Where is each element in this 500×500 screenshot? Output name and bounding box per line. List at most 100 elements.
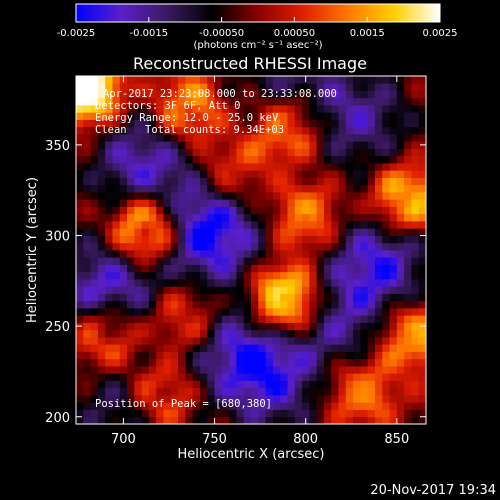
heatmap-cell bbox=[185, 358, 194, 367]
heatmap-cell bbox=[294, 206, 303, 215]
heatmap-cell bbox=[396, 358, 405, 367]
heatmap-cell bbox=[112, 271, 121, 280]
heatmap-cell bbox=[396, 141, 405, 149]
heatmap-cell bbox=[265, 97, 274, 106]
heatmap-cell bbox=[338, 264, 347, 273]
heatmap-cell bbox=[411, 300, 420, 309]
heatmap-cell bbox=[309, 134, 318, 142]
heatmap-cell bbox=[214, 279, 223, 287]
heatmap-cell bbox=[404, 163, 412, 171]
heatmap-cell bbox=[258, 97, 266, 106]
heatmap-cell bbox=[251, 293, 259, 302]
heatmap-cell bbox=[221, 380, 230, 389]
heatmap-cell bbox=[112, 97, 121, 106]
heatmap-cell bbox=[221, 221, 230, 229]
heatmap-cell bbox=[112, 235, 121, 244]
heatmap-cell bbox=[229, 184, 237, 193]
heatmap-cell bbox=[229, 250, 237, 258]
heatmap-cell bbox=[141, 308, 150, 316]
heatmap-cell bbox=[411, 155, 420, 164]
heatmap-cell bbox=[243, 119, 252, 128]
heatmap-cell bbox=[214, 213, 223, 222]
heatmap-cell bbox=[112, 315, 121, 323]
heatmap-cell bbox=[192, 134, 201, 142]
heatmap-cell bbox=[294, 177, 303, 186]
heatmap-cell bbox=[374, 344, 383, 352]
heatmap-cell bbox=[105, 213, 113, 222]
heatmap-cell bbox=[112, 250, 121, 258]
heatmap-cell bbox=[119, 112, 128, 120]
heatmap-cell bbox=[207, 250, 215, 258]
heatmap-cell bbox=[265, 250, 274, 258]
heatmap-cell bbox=[302, 242, 310, 251]
heatmap-cell bbox=[316, 192, 325, 200]
heatmap-cell bbox=[170, 416, 179, 424]
heatmap-cell bbox=[127, 315, 135, 323]
heatmap-cell bbox=[192, 221, 201, 229]
heatmap-cell bbox=[185, 271, 194, 280]
heatmap-cell bbox=[207, 76, 215, 84]
heatmap-cell bbox=[97, 228, 106, 236]
y-tick-label: 350 bbox=[45, 139, 70, 154]
heatmap-cell bbox=[221, 155, 230, 164]
heatmap-cell bbox=[331, 235, 339, 244]
heatmap-cell bbox=[236, 134, 245, 142]
heatmap-cell bbox=[309, 192, 318, 200]
heatmap-cell bbox=[382, 90, 390, 99]
heatmap-cell bbox=[323, 163, 332, 171]
heatmap-cell bbox=[338, 416, 347, 424]
heatmap-cell bbox=[199, 293, 208, 302]
colorbar-tick-label: -0.0015 bbox=[129, 28, 168, 39]
heatmap-cell bbox=[83, 416, 91, 424]
heatmap-cell bbox=[76, 315, 84, 323]
heatmap-cell bbox=[404, 141, 412, 149]
heatmap-cell bbox=[178, 228, 186, 236]
heatmap-cell bbox=[265, 119, 274, 128]
heatmap-cell bbox=[382, 97, 390, 106]
heatmap-cell bbox=[411, 402, 420, 410]
heatmap-cell bbox=[265, 293, 274, 302]
heatmap-cell bbox=[243, 228, 252, 236]
heatmap-cell bbox=[170, 250, 179, 258]
heatmap-cell bbox=[272, 300, 281, 309]
heatmap-cell bbox=[156, 170, 164, 178]
heatmap-cell bbox=[112, 83, 121, 91]
heatmap-cell bbox=[76, 387, 84, 396]
heatmap-cell bbox=[323, 300, 332, 309]
heatmap-cell bbox=[127, 177, 135, 186]
heatmap-cell bbox=[382, 192, 390, 200]
annotation-energy-range: Energy Range: 12.0 - 25.0 keV bbox=[95, 112, 279, 124]
heatmap-cell bbox=[178, 293, 186, 302]
heatmap-cell bbox=[331, 126, 339, 135]
heatmap-cell bbox=[207, 279, 215, 287]
heatmap-cell bbox=[323, 257, 332, 265]
heatmap-cell bbox=[134, 126, 143, 135]
heatmap-cell bbox=[236, 235, 245, 244]
heatmap-cell bbox=[199, 119, 208, 128]
heatmap-cell bbox=[374, 337, 383, 345]
heatmap-cell bbox=[90, 242, 99, 251]
heatmap-cell bbox=[214, 184, 223, 193]
heatmap-cell bbox=[141, 395, 150, 403]
heatmap-cell bbox=[97, 351, 106, 360]
chart-title: Reconstructed RHESSI Image bbox=[133, 54, 367, 73]
heatmap-cell bbox=[294, 293, 303, 302]
heatmap-cell bbox=[294, 235, 303, 244]
heatmap-cell bbox=[360, 322, 369, 331]
heatmap-cell bbox=[119, 105, 128, 113]
heatmap-cell bbox=[163, 373, 172, 381]
heatmap-cell bbox=[382, 373, 390, 381]
heatmap-cell bbox=[192, 105, 201, 113]
heatmap-cell bbox=[83, 206, 91, 215]
heatmap-cell bbox=[316, 235, 325, 244]
heatmap-cell bbox=[236, 286, 245, 294]
heatmap-cell bbox=[221, 141, 230, 149]
heatmap-cell bbox=[272, 83, 281, 91]
heatmap-cell bbox=[221, 76, 230, 84]
heatmap-cell bbox=[185, 148, 194, 157]
heatmap-cell bbox=[119, 155, 128, 164]
heatmap-cell bbox=[272, 90, 281, 99]
heatmap-cell bbox=[156, 366, 164, 374]
heatmap-cell bbox=[97, 416, 106, 424]
heatmap-cell bbox=[302, 344, 310, 352]
